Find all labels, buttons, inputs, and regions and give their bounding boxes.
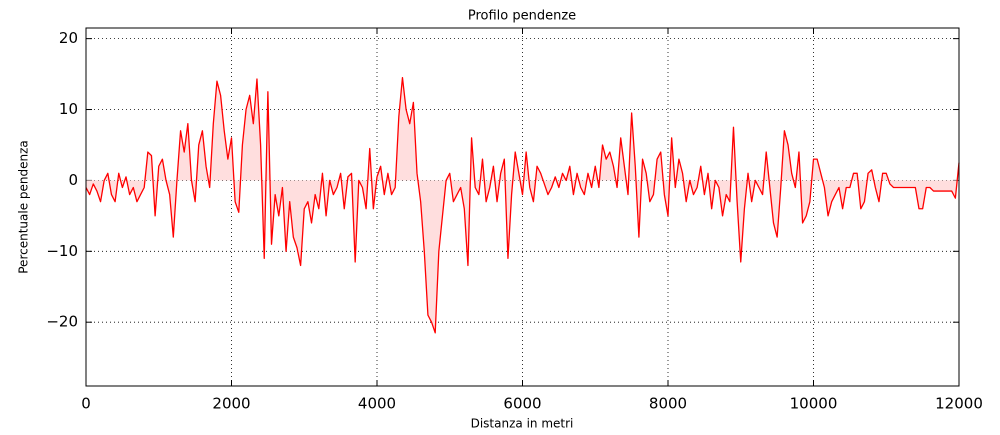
chart-title: Profilo pendenze xyxy=(468,9,576,24)
line xyxy=(85,76,960,334)
x-tick-label: 8000 xyxy=(649,395,687,413)
y-tick-label: 0 xyxy=(68,171,78,189)
x-tick-label: 6000 xyxy=(503,395,541,413)
area-fill xyxy=(86,77,959,333)
y-tick-label: 20 xyxy=(59,29,78,47)
plot-frame xyxy=(85,27,960,387)
y-tick-label: −10 xyxy=(46,242,78,260)
y-tick-label: −20 xyxy=(46,313,78,331)
y-tick-label: 10 xyxy=(59,100,78,118)
x-tick-label: 10000 xyxy=(790,395,838,413)
x-tick-label: 2000 xyxy=(212,395,250,413)
x-axis-label: Distanza in metri xyxy=(471,417,574,431)
y-axis-label: Percentuale pendenza xyxy=(17,140,31,274)
x-tick-label: 12000 xyxy=(935,395,983,413)
x-tick-label: 4000 xyxy=(358,395,396,413)
x-tick-label: 0 xyxy=(81,395,91,413)
